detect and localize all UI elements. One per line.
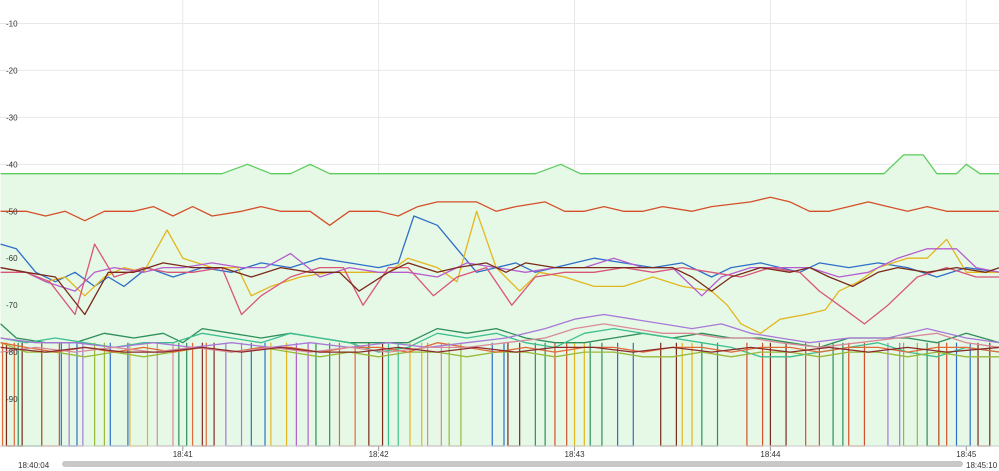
- y-tick-label: -60: [6, 254, 18, 263]
- time-range-navigator[interactable]: 18:40:04 18:45:10: [18, 461, 998, 470]
- y-tick-label: -10: [6, 19, 18, 28]
- x-axis: 18:41 18:42 18:43 18:44 18:45: [0, 445, 999, 459]
- series-line-12: [0, 313, 999, 349]
- x-tick-label: 18:44: [760, 450, 781, 459]
- y-tick-label: -70: [6, 301, 18, 310]
- series-line-14: [0, 346, 999, 353]
- area-fill: [0, 154, 999, 446]
- series-line-13: [0, 323, 999, 353]
- range-start-label: 18:40:04: [18, 461, 50, 470]
- y-tick-label: -50: [6, 207, 18, 216]
- y-tick-label: -80: [6, 348, 18, 357]
- series-line-1: [0, 154, 999, 175]
- x-tick-label: 18:45: [956, 450, 977, 459]
- area-fill-region: [0, 154, 999, 446]
- range-end-label: 18:45:10: [966, 461, 998, 470]
- series-line-8: [0, 323, 999, 349]
- x-tick-label: 18:42: [369, 450, 390, 459]
- y-tick-label: -90: [6, 395, 18, 404]
- range-track[interactable]: [62, 461, 963, 467]
- y-axis: -10 -20 -30 -40 -50 -60 -70 -80 -90: [6, 19, 18, 404]
- y-tick-label: -20: [6, 66, 18, 75]
- series-line-5: [0, 248, 999, 297]
- x-tick-label: 18:41: [173, 450, 194, 459]
- series-line-2: [0, 196, 999, 226]
- series-line-7: [0, 262, 999, 316]
- series-line-6: [0, 243, 999, 325]
- y-tick-label: -40: [6, 160, 18, 169]
- x-tick-label: 18:43: [565, 450, 586, 459]
- y-tick-label: -30: [6, 113, 18, 122]
